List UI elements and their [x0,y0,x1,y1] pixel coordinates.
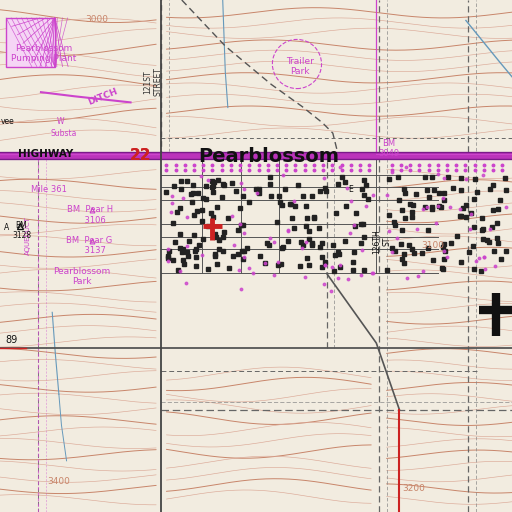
Text: A: A [4,223,9,232]
Text: 3400: 3400 [48,477,70,486]
Text: DITCH: DITCH [86,87,119,108]
Text: W: W [57,117,64,126]
Text: 126TH
ST: 126TH ST [372,229,391,254]
Text: BM
3049: BM 3049 [378,139,400,158]
Text: 89: 89 [5,335,17,346]
Text: BM
3128: BM 3128 [12,221,31,240]
Text: 121ST
STREET: 121ST STREET [143,68,162,96]
Text: BM  Pear G
    3137: BM Pear G 3137 [67,236,113,255]
Text: HIGHWAY: HIGHWAY [18,148,74,159]
Text: Pearblossom: Pearblossom [198,146,339,166]
Text: 22: 22 [130,147,152,163]
Bar [6,18,55,67]
Text: Trailer
Park: Trailer Park [286,57,313,76]
Text: vee: vee [1,117,14,126]
Text: Pearblossom
Pumping Plant: Pearblossom Pumping Plant [11,44,76,63]
Text: 3100: 3100 [421,241,444,250]
Text: 22: 22 [130,147,152,163]
Text: Mile 361: Mile 361 [31,185,67,194]
Text: 3000: 3000 [86,15,109,24]
Text: AQUEDUCT: AQUEDUCT [25,216,31,255]
Text: E: E [348,185,353,194]
Text: BM  Pear H
    3106: BM Pear H 3106 [67,205,113,225]
Text: Pearblossom
Park: Pearblossom Park [53,267,111,286]
Text: 3200: 3200 [402,484,425,494]
Text: Substa: Substa [51,129,77,138]
